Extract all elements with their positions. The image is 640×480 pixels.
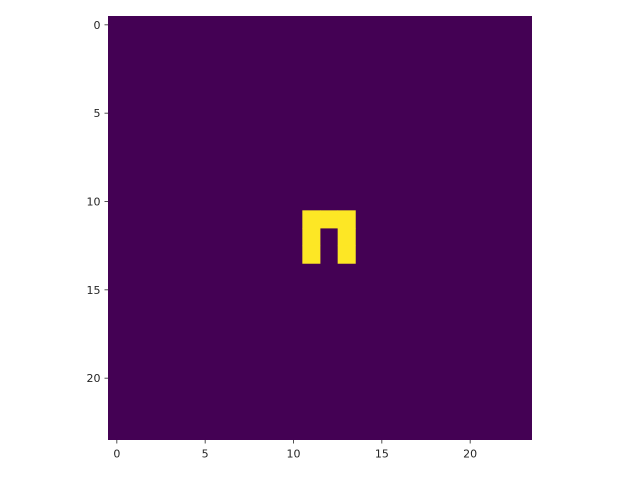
x-tick-label-20: 20 <box>463 448 477 461</box>
heatmap-cell-r12-c11 <box>302 228 321 247</box>
y-tick-label-20: 20 <box>87 372 101 385</box>
x-tick-label-15: 15 <box>375 448 389 461</box>
x-tick-label-0: 0 <box>113 448 120 461</box>
heatmap-cell-r12-c13 <box>337 228 356 247</box>
y-tick-label-15: 15 <box>87 284 101 297</box>
heatmap-cell-r13-c11 <box>302 245 321 264</box>
heatmap-cell-r11-c12 <box>320 210 339 229</box>
y-tick-label-10: 10 <box>87 196 101 209</box>
y-tick-label-5: 5 <box>94 107 101 120</box>
heatmap-cells <box>302 210 356 264</box>
x-tick-label-10: 10 <box>287 448 301 461</box>
x-tick-label-5: 5 <box>202 448 209 461</box>
y-axis: 0 5 10 15 20 <box>87 19 108 385</box>
heatmap-cell-r11-c11 <box>302 210 321 229</box>
plot-area <box>108 16 532 440</box>
heatmap-cell-r13-c13 <box>337 245 356 264</box>
x-axis: 0 5 10 15 20 <box>113 440 477 461</box>
y-tick-label-0: 0 <box>94 19 101 32</box>
heatmap-cell-r11-c13 <box>337 210 356 229</box>
